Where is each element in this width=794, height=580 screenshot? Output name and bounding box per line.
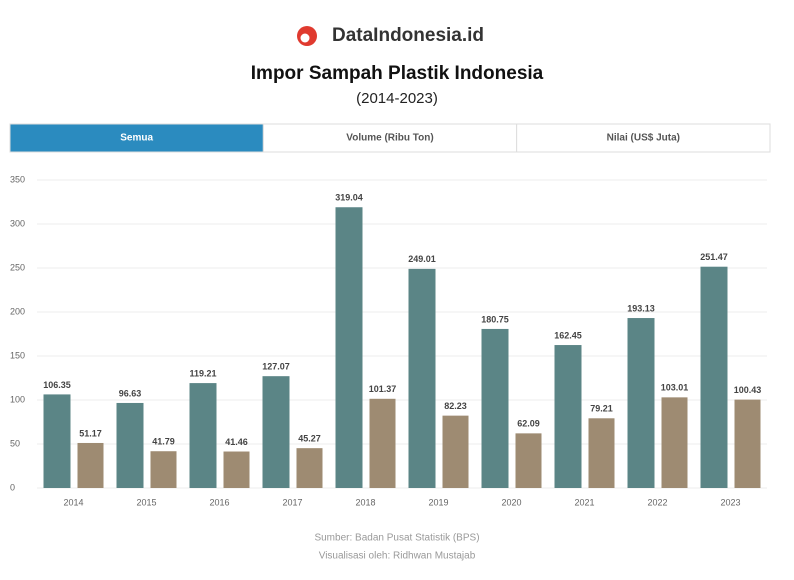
x-tick-label: 2021 bbox=[574, 497, 594, 507]
value-label: 45.27 bbox=[298, 434, 321, 444]
y-tick-label: 50 bbox=[10, 438, 20, 448]
value-label: 193.13 bbox=[627, 303, 655, 313]
value-label: 319.04 bbox=[335, 193, 363, 203]
x-tick-label: 2017 bbox=[282, 497, 302, 507]
value-label: 62.09 bbox=[517, 419, 540, 429]
bar bbox=[515, 433, 542, 488]
brand: DataIndonesia.id bbox=[332, 25, 484, 46]
chart-title: Impor Sampah Plastik Indonesia bbox=[251, 63, 544, 84]
y-tick-label: 250 bbox=[10, 262, 25, 272]
value-label: 103.01 bbox=[661, 383, 689, 393]
tab-label[interactable]: Semua bbox=[120, 133, 153, 144]
value-label: 41.46 bbox=[225, 437, 248, 447]
value-label: 96.63 bbox=[119, 388, 142, 398]
value-label: 119.21 bbox=[189, 368, 216, 378]
x-tick-label: 2014 bbox=[63, 497, 83, 507]
tab[interactable] bbox=[516, 123, 771, 153]
bar bbox=[189, 383, 217, 488]
bar bbox=[627, 318, 655, 488]
bar bbox=[262, 376, 290, 488]
value-label: 82.23 bbox=[444, 401, 467, 411]
y-tick-label: 300 bbox=[10, 218, 25, 228]
value-label: 100.43 bbox=[734, 385, 762, 395]
value-label: 106.35 bbox=[43, 380, 71, 390]
x-tick-label: 2019 bbox=[428, 497, 448, 507]
value-label: 51.17 bbox=[79, 428, 102, 438]
bar bbox=[700, 266, 728, 488]
y-tick-label: 100 bbox=[10, 394, 25, 404]
x-tick-label: 2023 bbox=[720, 497, 740, 507]
value-label: 41.79 bbox=[152, 437, 175, 447]
value-label: 180.75 bbox=[481, 314, 509, 324]
bar bbox=[77, 442, 104, 488]
bar bbox=[223, 451, 250, 488]
value-label: 162.45 bbox=[554, 330, 582, 340]
bar bbox=[408, 268, 436, 488]
x-tick-label: 2016 bbox=[209, 497, 229, 507]
x-tick-label: 2020 bbox=[501, 497, 521, 507]
bar bbox=[43, 394, 71, 488]
bar bbox=[481, 328, 509, 488]
value-label: 251.47 bbox=[700, 252, 728, 262]
bar bbox=[116, 402, 144, 488]
bar bbox=[335, 207, 363, 488]
bar bbox=[442, 415, 469, 488]
logo-mark bbox=[300, 33, 310, 43]
tab[interactable] bbox=[262, 123, 518, 153]
bar bbox=[588, 418, 615, 488]
value-label: 127.07 bbox=[262, 362, 290, 372]
bar bbox=[554, 345, 582, 488]
y-tick-label: 200 bbox=[10, 306, 25, 316]
source: Sumber: Badan Pusat Statistik (BPS) bbox=[314, 533, 479, 544]
value-label: 79.21 bbox=[590, 404, 613, 414]
value-label: 101.37 bbox=[369, 384, 397, 394]
x-tick-label: 2015 bbox=[136, 497, 156, 507]
chart-subtitle: (2014-2023) bbox=[356, 90, 438, 107]
tab-label[interactable]: Volume (Ribu Ton) bbox=[346, 133, 433, 144]
tab-label[interactable]: Nilai (US$ Juta) bbox=[607, 133, 680, 144]
bar bbox=[734, 399, 761, 488]
value-label: 249.01 bbox=[408, 254, 436, 264]
bar bbox=[369, 398, 396, 488]
y-tick-label: 150 bbox=[10, 350, 25, 360]
y-tick-label: 0 bbox=[10, 482, 15, 492]
bar bbox=[296, 448, 323, 488]
x-tick-label: 2022 bbox=[647, 497, 667, 507]
bar bbox=[150, 451, 177, 488]
bar bbox=[661, 397, 688, 488]
credit: Visualisasi oleh: Ridhwan Mustajab bbox=[319, 551, 476, 562]
x-tick-label: 2018 bbox=[355, 497, 375, 507]
y-tick-label: 350 bbox=[10, 174, 25, 184]
